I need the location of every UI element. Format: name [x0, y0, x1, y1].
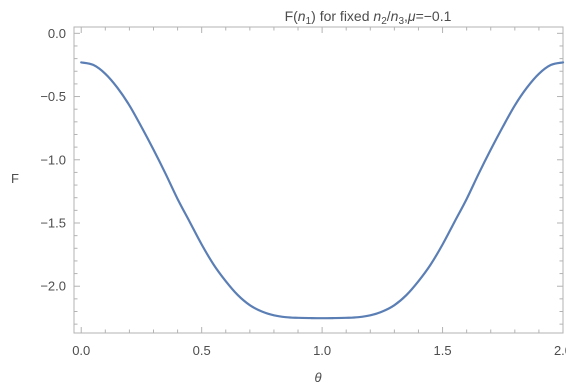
series-line [80, 61, 565, 320]
x-tick-label: 1.0 [313, 343, 331, 358]
y-tick-label: −1.0 [40, 152, 66, 167]
title-n1-base: n [298, 8, 306, 24]
x-tick-label: 2.0 [554, 343, 566, 358]
x-tick-label: 0.5 [193, 343, 211, 358]
title-n3-base: n [391, 8, 399, 24]
title-comma: , [404, 8, 408, 24]
title-n3-sub: 3 [398, 16, 404, 27]
title-n2-base: n [373, 8, 381, 24]
tick-labels: 0.0 0.5 1.0 1.5 2.0 0.0 −0.5 −1.0 −1.5 −2.0 [40, 26, 566, 358]
title-n1-sub: 1 [306, 16, 312, 27]
title-prefix: F( [285, 8, 299, 24]
series-group [80, 61, 565, 320]
title-middle: ) for fixed [311, 8, 373, 24]
y-axis-label: F [11, 171, 19, 186]
x-tick-label: 1.5 [434, 343, 452, 358]
y-tick-label: −1.5 [40, 215, 66, 230]
y-tick-label: −2.0 [40, 279, 66, 294]
x-axis-label: θ [314, 370, 321, 385]
plot-frame [73, 26, 564, 334]
x-tick-label: 0.0 [72, 343, 90, 358]
y-tick-label: −0.5 [40, 89, 66, 104]
y-tick-label: 0.0 [48, 26, 66, 41]
chart-title: F(n1) for fixed n2/n3,μ=−0.1 [285, 8, 452, 27]
ticks [74, 27, 564, 333]
title-slash: / [387, 8, 391, 24]
title-mu: μ [407, 8, 416, 24]
title-n2-sub: 2 [381, 16, 387, 27]
title-suffix: =−0.1 [416, 8, 452, 24]
